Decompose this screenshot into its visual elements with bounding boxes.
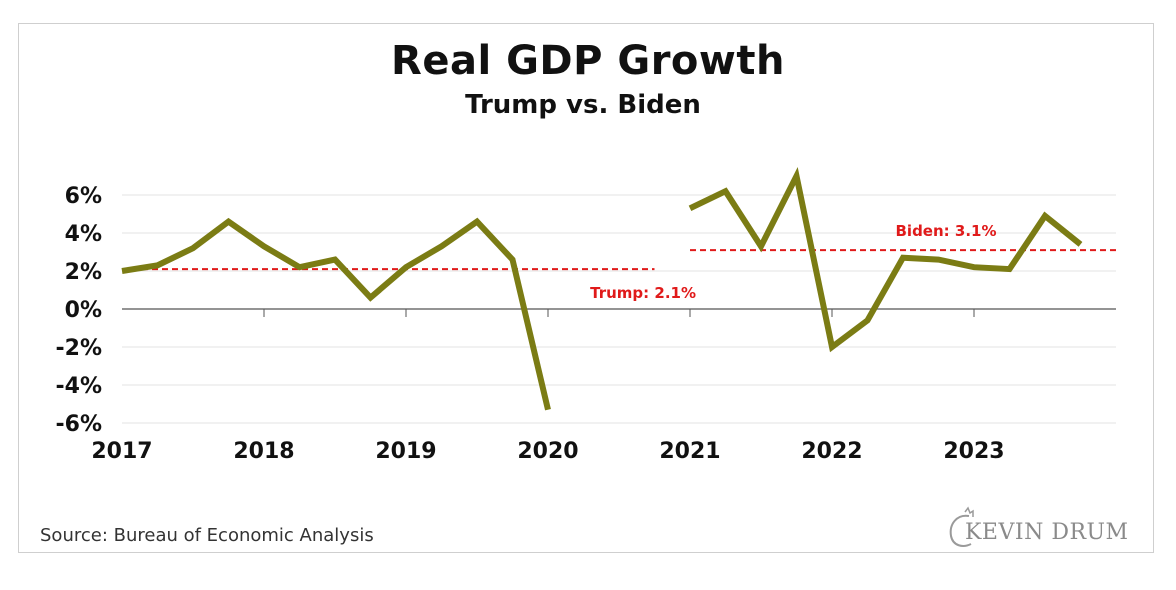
average-label-biden: Biden: 3.1%	[896, 222, 997, 240]
series-lines	[121, 166, 1083, 411]
y-tick-label: 0%	[65, 298, 102, 323]
y-tick-label: -4%	[56, 374, 102, 399]
x-tick-label: 2019	[375, 439, 436, 464]
y-tick-label: -6%	[56, 412, 102, 437]
x-tick-label: 2017	[91, 439, 152, 464]
x-tick-label: 2021	[659, 439, 720, 464]
y-tick-label: 4%	[65, 222, 102, 247]
source-note: Source: Bureau of Economic Analysis	[40, 525, 374, 546]
x-tick-label: 2022	[801, 439, 862, 464]
chart-title: Real GDP Growth	[391, 38, 785, 84]
x-tick-label: 2018	[233, 439, 294, 464]
chart-frame	[18, 23, 1154, 553]
chart-subtitle: Trump vs. Biden	[465, 90, 701, 120]
logo-text: KEVIN DRUM	[965, 520, 1129, 545]
average-label-trump: Trump: 2.1%	[590, 284, 696, 302]
x-tick-label: 2023	[943, 439, 1004, 464]
kevin-drum-logo: KEVIN DRUM	[943, 506, 1128, 550]
y-tick-label: 6%	[65, 184, 102, 209]
cat-icon	[949, 506, 974, 547]
axis-labels: 6% 4% 2% 0% -2% -4% -6%2017 2018 2019 2020 2021 202…	[56, 184, 1005, 464]
x-tick-label: 2020	[517, 439, 578, 464]
y-tick-label: -2%	[56, 336, 102, 361]
y-tick-label: 2%	[65, 260, 102, 285]
series-line-biden	[688, 166, 1083, 353]
x-axis	[122, 308, 1116, 317]
series-line-trump	[121, 217, 551, 411]
gridlines	[122, 194, 1116, 424]
